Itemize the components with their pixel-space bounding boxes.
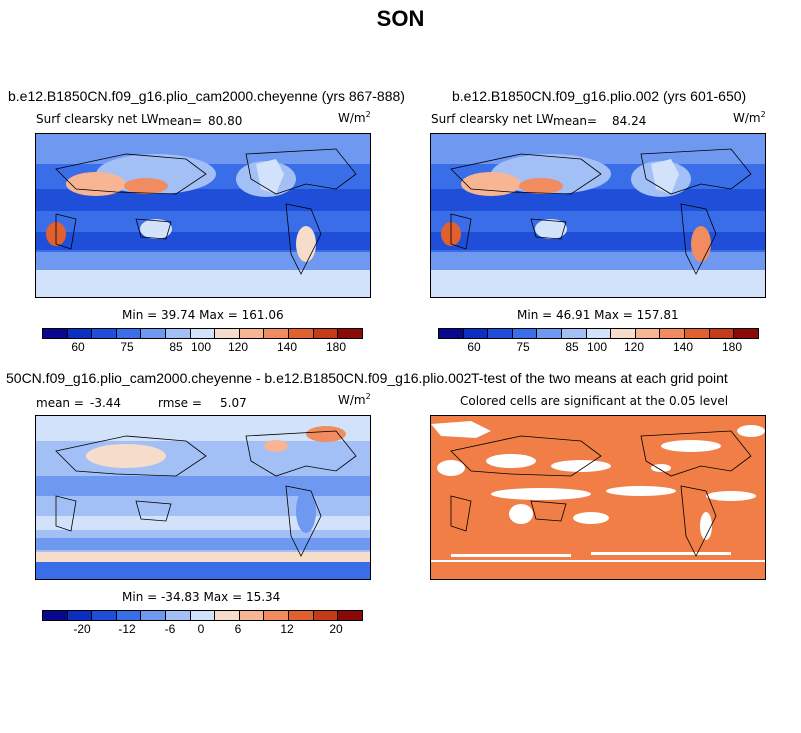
tick-label: 6	[234, 622, 242, 636]
colorbar-cell	[289, 329, 314, 338]
tick-label: 120	[227, 340, 249, 354]
colorbar-cell	[190, 329, 216, 338]
colorbar-cell	[439, 329, 464, 338]
page-title: SON	[376, 6, 425, 31]
stats-bottom-left: Min = -34.83 Max = 15.34	[122, 590, 281, 604]
colorbar-top-right	[438, 328, 759, 339]
tick-label: 75	[516, 340, 530, 354]
rmse-value-bottom-left: 5.07	[220, 396, 247, 410]
tick-label: -12	[118, 622, 136, 636]
colorbar-cell	[92, 329, 117, 338]
significance-map-bottom-right	[431, 416, 765, 579]
colorbar-cell	[92, 611, 117, 620]
units-bottom-left: W/m2	[338, 392, 371, 407]
mean-value-top-right: 84.24	[612, 114, 647, 128]
colorbar-ticks-top-right: 60 75 85 100 120 140 180	[438, 340, 757, 354]
colorbar-cell	[709, 329, 735, 338]
colorbar-cell	[660, 329, 686, 338]
colorbar-cell	[239, 611, 265, 620]
colorbar-cell	[586, 329, 612, 338]
variable-label-top-left: Surf clearsky net LW	[36, 112, 159, 126]
colorbar-cell	[190, 611, 216, 620]
units-top-left: W/m2	[338, 110, 371, 125]
panel-title-bottom-right: T-test of the two means at each grid poi…	[471, 370, 728, 386]
colorbar-cell	[313, 329, 339, 338]
tick-label: 60	[71, 340, 85, 354]
colorbar-cell	[512, 329, 538, 338]
tick-label: -6	[164, 622, 176, 636]
mean-value-bottom-left: -3.44	[90, 396, 122, 410]
colorbar-cell	[734, 329, 758, 338]
colorbar-cell	[67, 329, 93, 338]
colorbar-ticks-bottom-left: -20 -12 -6 0 6 12 20	[42, 622, 361, 636]
stats-top-left: Min = 39.74 Max = 161.06	[122, 308, 284, 322]
colorbar-cell	[289, 611, 314, 620]
map-panel-top-left	[35, 133, 371, 298]
colorbar-cell	[141, 611, 167, 620]
mean-value-top-left: 80.80	[208, 114, 243, 128]
colorbar-cell	[488, 329, 513, 338]
world-map-top-right	[431, 134, 765, 297]
map-panel-top-right	[430, 133, 766, 298]
colorbar-cell	[685, 329, 710, 338]
world-map-bottom-left	[36, 416, 370, 579]
stats-top-right: Min = 46.91 Max = 157.81	[517, 308, 679, 322]
panel-title-top-right: b.e12.B1850CN.f09_g16.plio.002 (yrs 601-…	[452, 88, 747, 104]
colorbar-cell	[166, 329, 191, 338]
colorbar-cell	[264, 611, 290, 620]
tick-label: 180	[721, 340, 743, 354]
variable-label-top-right: Surf clearsky net LW	[431, 112, 554, 126]
colorbar-cell	[67, 611, 93, 620]
colorbar-cell	[537, 329, 563, 338]
colorbar-cell	[611, 329, 636, 338]
mean-label-top-left: mean=	[158, 114, 203, 128]
tick-label: 12	[280, 622, 294, 636]
colorbar-cell	[116, 329, 142, 338]
tick-label: 85	[565, 340, 579, 354]
colorbar-cell	[43, 611, 68, 620]
tick-label: 85	[169, 340, 183, 354]
tick-label: 140	[276, 340, 298, 354]
tick-label: 120	[623, 340, 645, 354]
world-map-top-left	[36, 134, 370, 297]
units-top-right: W/m2	[733, 110, 766, 125]
colorbar-cell	[264, 329, 290, 338]
colorbar-cell	[43, 329, 68, 338]
rmse-label-bottom-left: rmse =	[158, 396, 202, 410]
colorbar-cell	[338, 329, 362, 338]
map-panel-bottom-left	[35, 415, 371, 580]
colorbar-cell	[215, 611, 240, 620]
colorbar-cell	[141, 329, 167, 338]
panel-subtitle-bottom-right: Colored cells are significant at the 0.0…	[460, 394, 729, 408]
tick-label: 140	[672, 340, 694, 354]
tick-label: 20	[329, 622, 343, 636]
mean-label-top-right: mean=	[553, 114, 598, 128]
colorbar-cell	[116, 611, 142, 620]
colorbar-cell	[313, 611, 339, 620]
tick-label: 100	[190, 340, 212, 354]
colorbar-cell	[338, 611, 362, 620]
tick-label: 0	[197, 622, 205, 636]
colorbar-cell	[239, 329, 265, 338]
colorbar-cell	[215, 329, 240, 338]
colorbar-cell	[463, 329, 489, 338]
colorbar-ticks-top-left: 60 75 85 100 120 140 180	[42, 340, 361, 354]
mean-label-bottom-left: mean =	[36, 396, 84, 410]
colorbar-top-left	[42, 328, 363, 339]
tick-label: 75	[120, 340, 134, 354]
tick-label: -20	[73, 622, 91, 636]
colorbar-bottom-left	[42, 610, 363, 621]
colorbar-cell	[635, 329, 661, 338]
colorbar-cell	[166, 611, 191, 620]
tick-label: 60	[467, 340, 481, 354]
colorbar-cell	[562, 329, 587, 338]
panel-title-top-left: b.e12.B1850CN.f09_g16.plio_cam2000.cheye…	[8, 88, 405, 104]
tick-label: 180	[325, 340, 347, 354]
panel-title-bottom-left: 50CN.f09_g16.plio_cam2000.cheyenne - b.e…	[6, 370, 472, 386]
map-panel-bottom-right	[430, 415, 766, 580]
tick-label: 100	[586, 340, 608, 354]
